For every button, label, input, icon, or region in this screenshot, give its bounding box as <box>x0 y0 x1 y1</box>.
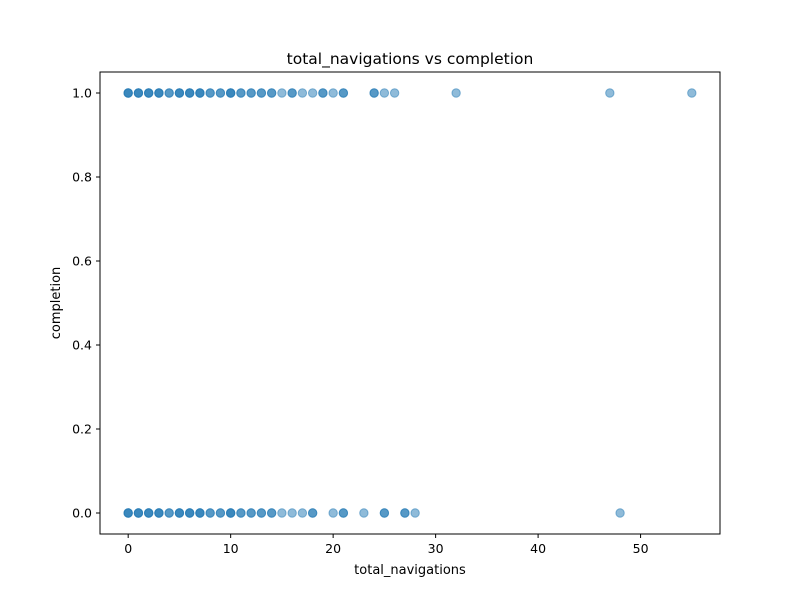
y-tick-label: 0.6 <box>72 254 92 269</box>
scatter-point <box>307 88 318 98</box>
scatter-point <box>195 88 205 98</box>
scatter-point <box>379 88 390 98</box>
scatter-point <box>287 508 297 518</box>
scatter-point <box>297 508 308 518</box>
scatter-point <box>154 508 164 518</box>
scatter-point <box>307 508 318 518</box>
scatter-point <box>246 88 256 98</box>
scatter-point <box>410 508 420 518</box>
scatter-point <box>164 508 174 518</box>
scatter-point <box>123 88 133 98</box>
scatter-point <box>389 88 400 98</box>
scatter-point <box>400 508 410 518</box>
y-tick-label: 0.0 <box>72 506 92 521</box>
scatter-point <box>615 508 625 518</box>
scatter-point <box>287 88 297 98</box>
scatter-point <box>266 508 277 518</box>
plot-frame <box>99 71 721 535</box>
scatter-point <box>338 88 349 98</box>
scatter-point <box>143 508 154 518</box>
scatter-point <box>143 88 154 98</box>
scatter-point <box>174 88 185 98</box>
scatter-point <box>246 508 256 518</box>
y-tick-label: 0.8 <box>72 170 92 185</box>
y-axis-label: completion <box>49 267 64 340</box>
scatter-point <box>338 508 349 518</box>
scatter-point <box>164 88 174 98</box>
scatter-point <box>318 88 328 98</box>
y-tick-label: 1.0 <box>72 86 92 101</box>
y-axis-ticks: 0.0 0.2 0.4 0.6 0.8 1.0 <box>72 86 100 521</box>
scatter-point <box>328 88 338 98</box>
y-tick-label: 0.4 <box>72 338 92 353</box>
scatter-point <box>195 508 205 518</box>
scatter-point <box>154 88 164 98</box>
scatter-point <box>205 508 215 518</box>
scatter-point <box>379 508 390 518</box>
chart-title: total_navigations vs completion <box>287 50 534 69</box>
scatter-point <box>133 88 144 98</box>
scatter-point <box>133 508 144 518</box>
scatter-point <box>256 88 267 98</box>
scatter-point <box>297 88 308 98</box>
scatter-point <box>256 508 267 518</box>
scatter-point <box>236 88 246 98</box>
scatter-point <box>236 508 246 518</box>
scatter-points <box>123 88 697 518</box>
x-axis-label: total_navigations <box>354 563 466 578</box>
scatter-point <box>225 508 236 518</box>
x-tick-label: 50 <box>633 541 649 556</box>
scatter-point <box>184 508 195 518</box>
scatter-point <box>369 88 379 98</box>
scatter-point <box>215 508 226 518</box>
scatter-point <box>225 88 236 98</box>
scatter-point <box>266 88 277 98</box>
scatter-point <box>184 88 195 98</box>
scatter-point <box>687 88 697 98</box>
x-tick-label: 10 <box>223 541 239 556</box>
scatter-point <box>215 88 226 98</box>
x-tick-label: 30 <box>428 541 444 556</box>
scatter-point <box>277 88 287 98</box>
x-tick-label: 20 <box>325 541 341 556</box>
scatter-point <box>359 508 369 518</box>
scatter-point <box>277 508 287 518</box>
scatter-point <box>451 88 461 98</box>
scatter-point <box>328 508 338 518</box>
x-axis-ticks: 0 10 20 30 40 50 <box>124 534 649 556</box>
y-tick-label: 0.2 <box>72 422 92 437</box>
x-tick-label: 40 <box>530 541 546 556</box>
scatter-point <box>605 88 615 98</box>
scatter-point <box>174 508 185 518</box>
x-tick-label: 0 <box>124 541 132 556</box>
scatter-point <box>123 508 133 518</box>
scatter-point <box>205 88 215 98</box>
